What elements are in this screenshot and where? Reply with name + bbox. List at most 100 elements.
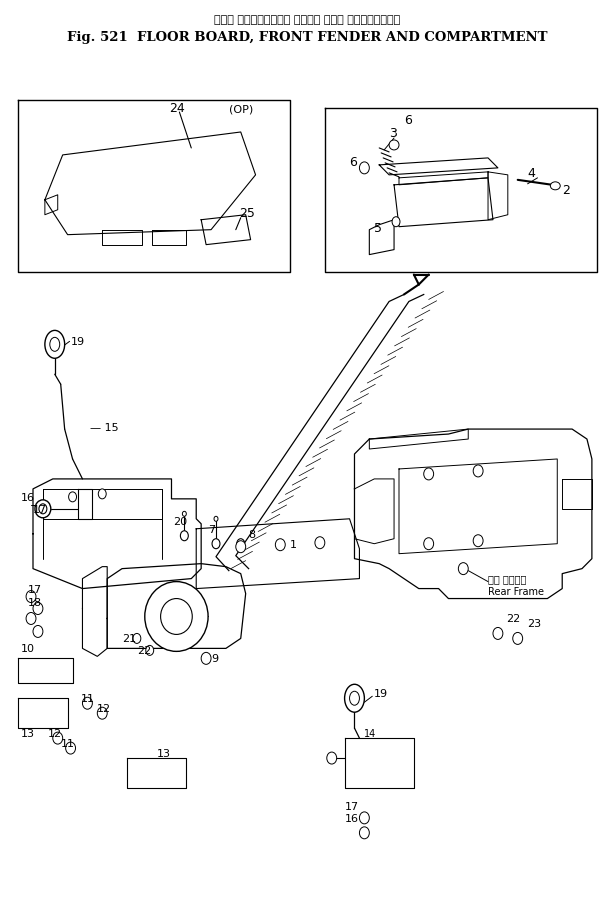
Text: 18: 18 [28,597,42,607]
Text: フロア ボード、フロント フェンダ および コンパートメント: フロア ボード、フロント フェンダ および コンパートメント [215,15,400,25]
Ellipse shape [349,692,359,705]
Ellipse shape [473,465,483,477]
Ellipse shape [183,511,186,517]
Ellipse shape [473,535,483,548]
Ellipse shape [493,628,503,640]
Text: 17: 17 [33,504,47,514]
Text: 6: 6 [404,114,412,126]
Polygon shape [399,459,557,554]
Ellipse shape [53,732,63,744]
Polygon shape [18,698,68,728]
Ellipse shape [359,162,370,175]
Ellipse shape [35,501,51,519]
Ellipse shape [145,582,208,651]
Text: 24: 24 [170,101,185,115]
Polygon shape [77,490,92,520]
Polygon shape [107,564,245,649]
Text: 19: 19 [71,337,85,347]
Ellipse shape [26,591,36,603]
Ellipse shape [50,338,60,352]
Text: 16: 16 [21,492,35,502]
Polygon shape [370,429,468,449]
Text: 8: 8 [248,529,256,539]
Ellipse shape [97,707,107,720]
Ellipse shape [69,492,76,502]
Ellipse shape [82,697,92,709]
Text: — 15: — 15 [90,423,119,433]
Polygon shape [196,520,359,589]
Text: 3: 3 [389,127,397,141]
Text: 17: 17 [344,801,359,811]
Ellipse shape [201,653,211,665]
Ellipse shape [161,599,192,635]
Text: 19: 19 [375,688,389,698]
Ellipse shape [45,331,65,359]
Text: 10: 10 [21,644,35,654]
Ellipse shape [39,504,47,514]
Text: 23: 23 [528,619,542,629]
Polygon shape [370,220,394,255]
Ellipse shape [180,531,188,541]
Text: 22: 22 [137,646,151,656]
Text: 9: 9 [211,654,218,664]
Text: 1: 1 [290,539,297,549]
Text: 7: 7 [208,524,215,534]
Polygon shape [201,216,251,245]
Text: (OP): (OP) [229,104,253,114]
Text: 4: 4 [528,167,536,180]
Polygon shape [354,479,394,544]
Ellipse shape [315,537,325,549]
Polygon shape [344,739,414,788]
Ellipse shape [33,603,43,615]
Polygon shape [354,429,592,599]
Polygon shape [82,567,107,657]
Polygon shape [45,133,256,235]
Polygon shape [379,159,498,176]
Polygon shape [562,479,592,510]
Ellipse shape [424,538,434,550]
Polygon shape [488,172,508,220]
Ellipse shape [214,517,218,521]
Polygon shape [127,759,186,788]
Text: 13: 13 [157,749,170,759]
Polygon shape [325,109,597,272]
Ellipse shape [237,539,245,549]
Polygon shape [152,230,186,245]
Text: 6: 6 [349,156,357,170]
Ellipse shape [359,812,370,824]
Text: リヤ フレーム: リヤ フレーム [488,574,526,584]
Ellipse shape [33,626,43,638]
Ellipse shape [66,742,76,754]
Text: 2: 2 [562,184,570,197]
Ellipse shape [276,539,285,551]
Text: 13: 13 [21,728,35,739]
Ellipse shape [327,752,336,764]
Text: 17: 17 [28,584,42,594]
Text: 5: 5 [375,222,383,235]
Ellipse shape [389,141,399,151]
Text: 11: 11 [81,694,95,704]
Ellipse shape [98,490,106,500]
Text: Rear Frame: Rear Frame [488,586,544,596]
Polygon shape [43,490,162,520]
Polygon shape [33,479,201,589]
Ellipse shape [212,539,220,549]
Text: 16: 16 [344,813,359,823]
Ellipse shape [458,563,468,575]
Text: 11: 11 [61,738,74,749]
Ellipse shape [146,646,154,656]
Polygon shape [18,101,290,272]
Ellipse shape [26,612,36,625]
Text: Fig. 521  FLOOR BOARD, FRONT FENDER AND COMPARTMENT: Fig. 521 FLOOR BOARD, FRONT FENDER AND C… [67,32,548,44]
Text: 25: 25 [239,207,255,220]
Polygon shape [399,172,488,186]
Text: 12: 12 [97,704,111,713]
Polygon shape [45,196,58,216]
Polygon shape [18,658,73,684]
Ellipse shape [550,182,560,190]
Ellipse shape [236,541,245,553]
Ellipse shape [424,468,434,481]
Text: 21: 21 [122,634,136,644]
Polygon shape [102,230,142,245]
Ellipse shape [133,634,141,644]
